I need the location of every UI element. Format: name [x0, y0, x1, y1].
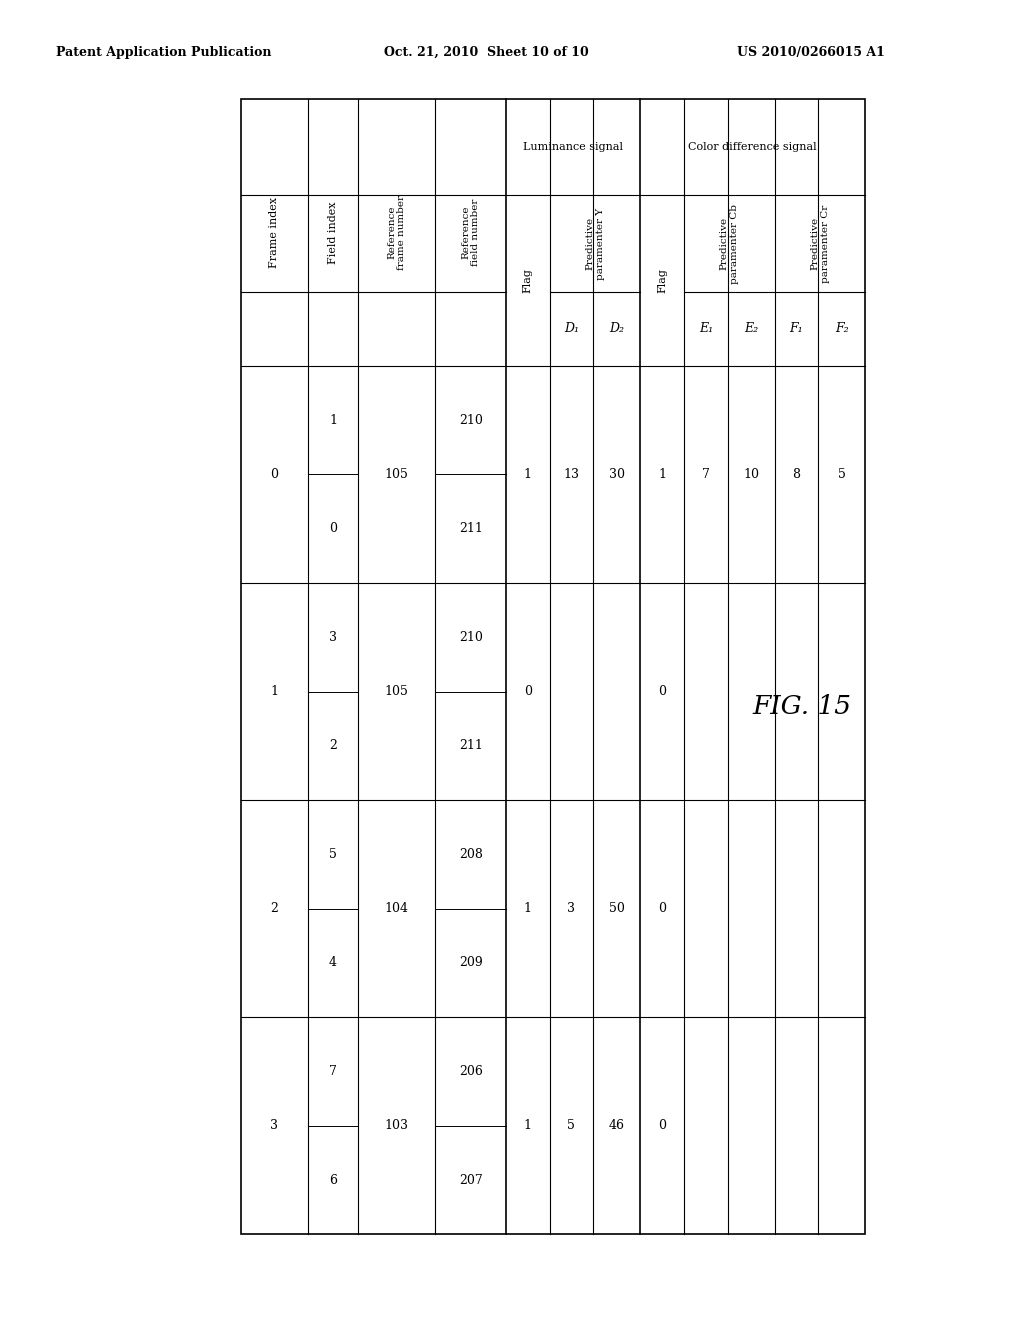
Text: E₂: E₂ [744, 322, 758, 335]
Text: 0: 0 [270, 467, 279, 480]
Text: 211: 211 [459, 523, 482, 535]
Text: FIG. 15: FIG. 15 [753, 694, 852, 718]
Text: 1: 1 [329, 413, 337, 426]
Text: US 2010/0266015 A1: US 2010/0266015 A1 [737, 46, 885, 59]
Text: 1: 1 [523, 467, 531, 480]
Text: 7: 7 [329, 1065, 337, 1078]
Text: 210: 210 [459, 631, 482, 644]
Text: 210: 210 [459, 413, 482, 426]
Text: Reference
frame number: Reference frame number [387, 195, 407, 269]
Text: 105: 105 [385, 467, 409, 480]
Text: 1: 1 [523, 1119, 531, 1133]
Text: 211: 211 [459, 739, 482, 752]
Text: D₁: D₁ [564, 322, 579, 335]
Text: 208: 208 [459, 847, 482, 861]
Text: 0: 0 [329, 523, 337, 535]
Text: 2: 2 [329, 739, 337, 752]
Text: Field index: Field index [328, 201, 338, 264]
Text: 103: 103 [385, 1119, 409, 1133]
Text: Patent Application Publication: Patent Application Publication [56, 46, 271, 59]
Text: Predictive
paramenter Cr: Predictive paramenter Cr [810, 205, 829, 282]
Text: 4: 4 [329, 957, 337, 969]
Text: 5: 5 [838, 467, 846, 480]
Text: 104: 104 [385, 902, 409, 915]
Text: 209: 209 [459, 957, 482, 969]
Text: 7: 7 [701, 467, 710, 480]
Text: 0: 0 [658, 902, 666, 915]
Text: E₁: E₁ [698, 322, 713, 335]
Text: 5: 5 [567, 1119, 575, 1133]
Text: 207: 207 [459, 1173, 482, 1187]
Text: 10: 10 [743, 467, 759, 480]
Text: Color difference signal: Color difference signal [688, 143, 817, 152]
Text: Predictive
paramenter Y: Predictive paramenter Y [586, 207, 604, 280]
Text: 3: 3 [270, 1119, 279, 1133]
Text: 1: 1 [270, 685, 279, 698]
Text: F₂: F₂ [835, 322, 849, 335]
Text: 50: 50 [609, 902, 625, 915]
Text: Reference
field number: Reference field number [461, 199, 480, 267]
Text: 30: 30 [608, 467, 625, 480]
Text: 0: 0 [658, 1119, 666, 1133]
Text: 2: 2 [270, 902, 279, 915]
Text: 3: 3 [329, 631, 337, 644]
Text: 3: 3 [567, 902, 575, 915]
Text: Oct. 21, 2010  Sheet 10 of 10: Oct. 21, 2010 Sheet 10 of 10 [384, 46, 589, 59]
Text: 105: 105 [385, 685, 409, 698]
Text: Flag: Flag [523, 268, 532, 293]
Text: 206: 206 [459, 1065, 482, 1078]
Text: 13: 13 [563, 467, 580, 480]
Text: 46: 46 [608, 1119, 625, 1133]
Text: Flag: Flag [657, 268, 667, 293]
Text: 1: 1 [658, 467, 666, 480]
Text: F₁: F₁ [790, 322, 803, 335]
Text: 0: 0 [658, 685, 666, 698]
Text: Predictive
paramenter Cb: Predictive paramenter Cb [720, 203, 739, 284]
Text: 6: 6 [329, 1173, 337, 1187]
Text: 0: 0 [523, 685, 531, 698]
Text: Luminance signal: Luminance signal [523, 143, 624, 152]
Text: 1: 1 [523, 902, 531, 915]
Text: D₂: D₂ [609, 322, 625, 335]
Text: Frame index: Frame index [269, 197, 280, 268]
Text: 8: 8 [793, 467, 801, 480]
Text: 5: 5 [329, 847, 337, 861]
